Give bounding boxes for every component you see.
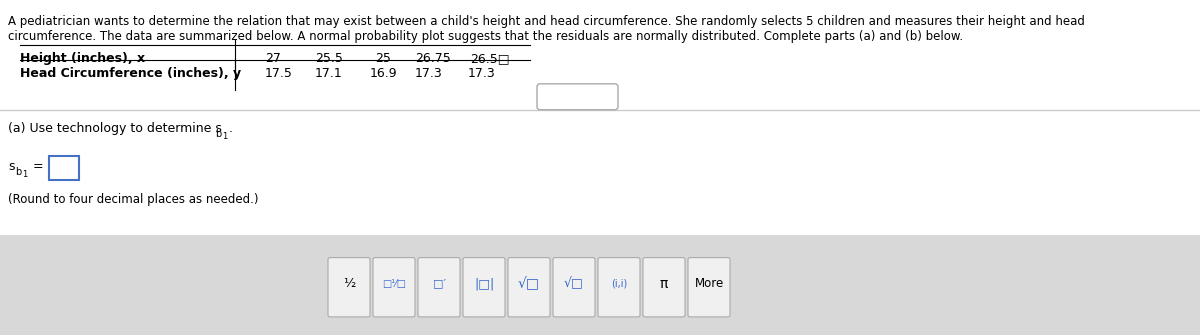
Text: √□: √□ xyxy=(518,277,540,291)
Text: s: s xyxy=(8,160,14,173)
Text: 26.75: 26.75 xyxy=(415,52,451,65)
Text: b: b xyxy=(215,129,221,139)
FancyBboxPatch shape xyxy=(463,258,505,317)
Text: A pediatrician wants to determine the relation that may exist between a child's : A pediatrician wants to determine the re… xyxy=(8,15,1085,28)
Text: 17.5: 17.5 xyxy=(265,67,293,80)
Text: √□: √□ xyxy=(564,277,584,290)
Text: □′: □′ xyxy=(432,279,445,289)
Text: 25: 25 xyxy=(374,52,391,65)
Text: Height (inches), x: Height (inches), x xyxy=(20,52,145,65)
Text: More: More xyxy=(695,277,724,290)
FancyBboxPatch shape xyxy=(553,258,595,317)
FancyBboxPatch shape xyxy=(0,0,1200,234)
Text: 16.9: 16.9 xyxy=(370,67,397,80)
FancyBboxPatch shape xyxy=(49,156,79,180)
Text: circumference. The data are summarized below. A normal probability plot suggests: circumference. The data are summarized b… xyxy=(8,30,964,43)
Text: (i,i): (i,i) xyxy=(611,279,628,289)
Text: 1: 1 xyxy=(22,170,28,179)
Text: (a) Use technology to determine s: (a) Use technology to determine s xyxy=(8,122,222,135)
Text: 26.5□: 26.5□ xyxy=(470,52,510,65)
FancyBboxPatch shape xyxy=(688,258,730,317)
Text: 1: 1 xyxy=(222,132,227,141)
Text: π: π xyxy=(660,277,668,291)
Text: 25.5: 25.5 xyxy=(314,52,343,65)
FancyBboxPatch shape xyxy=(373,258,415,317)
Text: ½: ½ xyxy=(343,277,355,290)
Text: 17.3: 17.3 xyxy=(468,67,496,80)
Text: .: . xyxy=(229,122,233,135)
Text: b: b xyxy=(14,166,22,177)
FancyBboxPatch shape xyxy=(643,258,685,317)
FancyBboxPatch shape xyxy=(0,234,1200,335)
Text: □¹⁄□: □¹⁄□ xyxy=(382,279,406,289)
Text: .....: ..... xyxy=(563,93,592,103)
Text: Head Circumference (inches), y: Head Circumference (inches), y xyxy=(20,67,241,80)
FancyBboxPatch shape xyxy=(598,258,640,317)
Text: (Round to four decimal places as needed.): (Round to four decimal places as needed.… xyxy=(8,193,258,206)
FancyBboxPatch shape xyxy=(538,84,618,110)
FancyBboxPatch shape xyxy=(328,258,370,317)
Text: 17.1: 17.1 xyxy=(314,67,343,80)
Text: |□|: |□| xyxy=(474,277,494,290)
Text: 17.3: 17.3 xyxy=(415,67,443,80)
FancyBboxPatch shape xyxy=(418,258,460,317)
Text: =: = xyxy=(29,160,43,173)
FancyBboxPatch shape xyxy=(508,258,550,317)
Text: 27: 27 xyxy=(265,52,281,65)
